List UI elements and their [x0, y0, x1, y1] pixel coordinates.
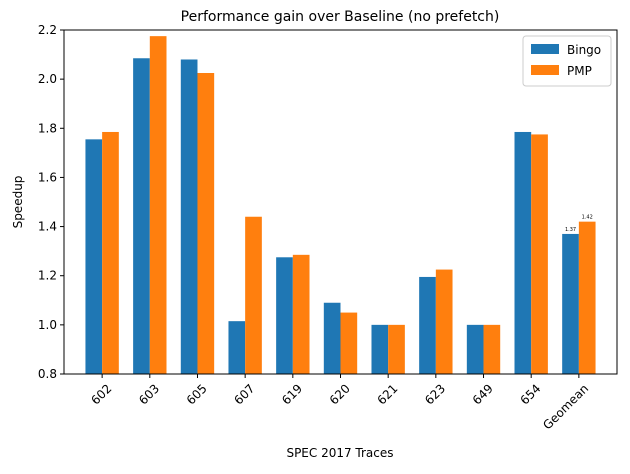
x-tick-label: 607 — [231, 381, 257, 407]
legend-label-bingo: Bingo — [567, 43, 601, 57]
bar-bingo-607 — [228, 321, 246, 374]
bar-pmp-619 — [292, 254, 310, 374]
bar-pmp-geomean — [578, 221, 596, 374]
bar-bingo-geomean — [562, 233, 579, 374]
bar-pmp-654 — [531, 134, 548, 374]
y-tick-label: 0.8 — [38, 367, 57, 381]
y-tick-label: 1.2 — [38, 269, 57, 283]
bar-bingo-649 — [466, 324, 484, 374]
bar-pmp-605 — [197, 73, 215, 374]
y-tick-label: 1.8 — [38, 121, 57, 135]
x-tick-label: 619 — [279, 381, 305, 407]
bar-pmp-620 — [340, 312, 358, 374]
chart-title: Performance gain over Baseline (no prefe… — [181, 9, 500, 25]
bar-bingo-620 — [323, 302, 341, 374]
y-axis-label: Speedup — [11, 176, 25, 229]
x-tick-label: Geomean — [540, 381, 591, 432]
x-tick-label: 654 — [517, 381, 543, 407]
bar-bingo-619 — [276, 257, 293, 374]
data-label-bingo-geomean: 1.37 — [565, 227, 576, 233]
bar-pmp-607 — [245, 216, 262, 374]
legend-swatch-pmp — [531, 65, 559, 75]
x-tick-label: 623 — [422, 381, 448, 407]
bar-bingo-623 — [419, 276, 436, 374]
x-tick-label: 602 — [88, 381, 114, 407]
bar-bingo-621 — [371, 324, 389, 374]
x-tick-label: 620 — [327, 381, 353, 407]
y-tick-label: 2.0 — [38, 72, 57, 86]
bar-bingo-605 — [180, 59, 198, 374]
x-tick-label: 621 — [374, 381, 400, 407]
y-tick-label: 1.4 — [38, 220, 57, 234]
plot-frame — [63, 29, 618, 375]
bar-pmp-623 — [435, 269, 453, 374]
bar-bingo-602 — [85, 139, 103, 374]
x-tick-label: 605 — [184, 381, 210, 407]
y-axis: 0.8 1.0 1.2 1.4 1.6 1.8 2.0 2.2 — [38, 23, 64, 381]
legend: Bingo PMP — [522, 35, 612, 87]
data-label-pmp-geomean: 1.42 — [582, 215, 593, 221]
bar-bingo-603 — [133, 58, 150, 374]
x-axis-label: SPEC 2017 Traces — [286, 446, 393, 460]
bar-bingo-654 — [514, 131, 532, 374]
legend-label-pmp: PMP — [567, 64, 592, 78]
bar-pmp-603 — [149, 36, 167, 375]
y-tick-label: 2.2 — [38, 23, 57, 37]
bar-pmp-621 — [388, 324, 405, 374]
bar-pmp-602 — [102, 131, 119, 374]
x-tick-label: 649 — [470, 381, 496, 407]
y-tick-label: 1.6 — [38, 170, 57, 184]
bar-pmp-649 — [483, 324, 501, 374]
x-tick-label: 603 — [136, 381, 162, 407]
bars-group — [85, 36, 596, 375]
annotations-group: 1.37 1.42 — [565, 215, 593, 233]
y-tick-label: 1.0 — [38, 318, 57, 332]
legend-swatch-bingo — [531, 44, 559, 54]
